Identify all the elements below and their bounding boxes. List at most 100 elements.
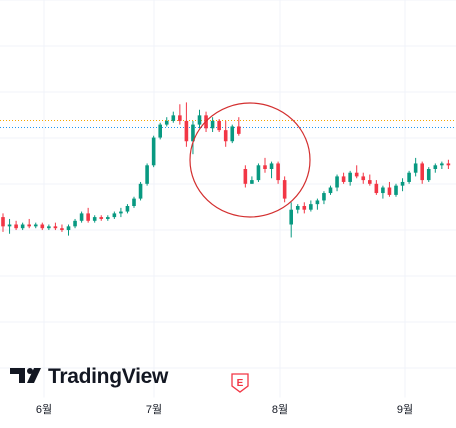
candle-body [368,180,372,184]
candle-body [446,163,451,166]
candle-body [20,224,25,229]
candle [368,174,372,186]
x-axis: 6월 7월 8월 9월 [0,397,456,416]
candle [86,207,90,223]
earnings-marker[interactable]: E [231,373,249,393]
candle-body [361,176,366,181]
candle-body [158,124,162,138]
candle [217,119,221,132]
candle [7,218,12,234]
candle [66,224,71,236]
candle [138,181,143,201]
candle [322,191,326,205]
candle-body [53,226,58,229]
candle-body [335,176,339,188]
candle-body [171,115,176,121]
annotation-layer [189,102,311,218]
candle [269,161,274,179]
candle [354,165,359,179]
candle-body [269,163,274,169]
candle-body [210,120,215,129]
candle-body [413,163,418,173]
candle [335,174,339,192]
candle-body [106,217,110,219]
candle-body [112,213,117,218]
candle [309,200,313,212]
candle [125,204,130,214]
candle-body [282,180,287,199]
candle [341,172,346,184]
x-tick-label: 9월 [397,403,413,416]
candle-body [394,185,398,195]
earnings-marker-label: E [237,378,244,389]
candle [440,161,444,169]
candle [145,163,149,186]
candle [197,109,202,129]
chart-grid [0,0,456,398]
candle [171,111,176,123]
candle [400,178,405,192]
candle-body [92,217,97,221]
candle [315,198,320,210]
candle [178,104,182,125]
candle [295,204,300,214]
candle [433,163,438,173]
annotation-circle [189,102,311,218]
candle [151,135,156,168]
candle-body [315,200,320,205]
candle [47,224,51,231]
candle [263,157,267,173]
candle-body [223,130,228,142]
candle [99,215,104,221]
candle-body [184,120,189,142]
price-lines [0,120,456,128]
candle [53,222,58,231]
candle-body [374,183,379,194]
candle-body [341,176,346,182]
candle [223,120,228,147]
candle [250,176,254,184]
candle [184,102,189,147]
candle-body [197,115,202,125]
candle-body [60,228,64,231]
candle [374,180,379,195]
candle-body [7,224,12,227]
candle [243,165,248,188]
candle-body [309,204,313,210]
candle-body [256,165,261,181]
candle-body [302,206,307,210]
candle [256,163,261,182]
candle-body [263,165,267,169]
candle [210,117,215,132]
candle [119,207,123,218]
candle-body [237,126,241,134]
candle [361,172,366,184]
candle-body [132,198,136,206]
candle [79,211,84,223]
candle [413,157,418,177]
earnings-marker-shape [231,373,249,393]
candle [381,185,385,199]
candle-body [125,206,130,212]
candle-body [276,163,280,181]
candle [302,202,307,214]
x-tick-label: 6월 [36,403,52,416]
candle-body [433,165,438,169]
candle-body [73,220,77,227]
candle [92,215,97,223]
candle-body [354,172,359,177]
tradingview-logo: TradingView [10,365,169,388]
candle-body [328,187,333,194]
candle [420,161,424,184]
x-tick-label: 8월 [272,403,288,416]
candle [164,117,169,127]
candle [394,183,398,197]
candle [407,170,411,184]
candle-body [27,224,31,227]
candle-body [138,183,143,199]
candle [14,220,18,231]
candle-body [191,124,195,142]
candle-body [1,217,5,227]
